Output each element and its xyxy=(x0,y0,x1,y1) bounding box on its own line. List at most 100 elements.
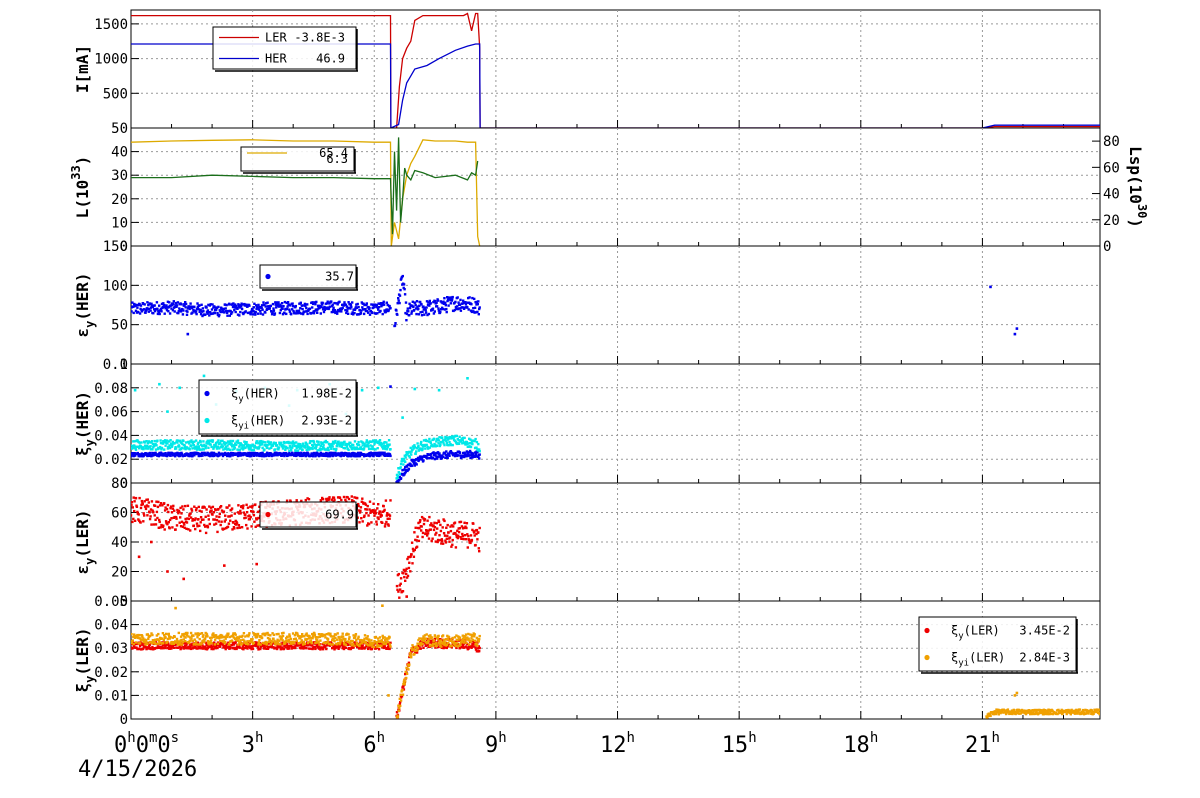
data-point xyxy=(254,503,257,506)
data-point xyxy=(167,521,170,524)
data-point xyxy=(183,444,186,447)
data-point xyxy=(312,645,315,648)
data-point xyxy=(372,641,375,645)
data-point xyxy=(447,437,451,440)
data-point xyxy=(303,302,307,306)
data-point xyxy=(160,302,164,306)
data-point xyxy=(445,646,448,650)
data-point xyxy=(159,307,163,310)
data-point xyxy=(211,303,214,306)
data-point xyxy=(244,516,247,519)
data-point xyxy=(224,514,227,517)
data-point xyxy=(321,303,324,306)
data-point xyxy=(430,455,433,458)
data-point xyxy=(461,442,464,445)
data-point xyxy=(355,303,358,306)
data-point xyxy=(193,505,196,508)
data-point xyxy=(132,446,135,449)
data-point xyxy=(415,649,419,652)
data-point xyxy=(432,528,436,532)
data-point xyxy=(321,648,325,651)
data-point xyxy=(426,532,430,535)
data-point xyxy=(288,451,291,454)
data-point xyxy=(135,303,138,307)
data-point xyxy=(344,498,347,502)
data-point xyxy=(362,441,365,444)
data-point xyxy=(398,584,401,587)
data-point xyxy=(387,646,390,649)
data-point xyxy=(446,534,449,537)
data-point xyxy=(131,639,134,642)
data-point xyxy=(409,651,412,655)
data-point xyxy=(261,313,265,316)
data-point xyxy=(293,441,296,445)
data-point xyxy=(467,453,470,456)
data-point xyxy=(360,388,364,392)
legend-entry: 65.4 xyxy=(247,146,348,160)
data-point xyxy=(243,304,246,307)
data-point xyxy=(170,511,174,514)
data-point xyxy=(366,635,369,638)
data-point xyxy=(229,645,232,648)
data-point xyxy=(210,509,213,512)
data-point xyxy=(192,524,195,527)
data-point xyxy=(335,447,338,451)
data-point xyxy=(257,641,261,644)
data-point xyxy=(210,641,213,645)
data-point xyxy=(155,500,158,503)
data-point xyxy=(993,712,996,715)
data-point xyxy=(464,525,467,528)
data-point xyxy=(333,441,337,444)
data-point xyxy=(224,307,227,310)
data-point xyxy=(321,301,324,305)
data-point xyxy=(436,299,440,302)
data-point xyxy=(318,304,322,307)
data-point xyxy=(271,311,274,314)
data-point xyxy=(285,499,289,502)
y-axis-label: ξy(LER) xyxy=(73,627,97,692)
data-point xyxy=(143,441,146,444)
data-point xyxy=(389,499,392,502)
data-point xyxy=(194,310,198,313)
data-point xyxy=(401,416,404,419)
data-point xyxy=(338,496,342,500)
data-point xyxy=(353,440,357,443)
data-point xyxy=(402,468,406,471)
data-point xyxy=(415,300,419,303)
data-point xyxy=(471,296,474,300)
data-point xyxy=(445,441,448,444)
data-point xyxy=(167,642,170,645)
data-point xyxy=(476,644,479,647)
data-point xyxy=(269,454,272,457)
data-point xyxy=(476,310,479,314)
data-point xyxy=(453,636,457,639)
data-point xyxy=(405,676,408,680)
data-point xyxy=(255,440,259,443)
data-point xyxy=(451,451,454,455)
data-point xyxy=(199,440,202,443)
data-point xyxy=(333,301,336,305)
legend-entry: 69.9 xyxy=(265,508,354,522)
data-point xyxy=(228,448,231,451)
data-point xyxy=(236,526,239,530)
data-point xyxy=(425,443,428,447)
data-point xyxy=(443,297,446,300)
data-point xyxy=(416,456,420,460)
data-point xyxy=(427,312,431,316)
data-point xyxy=(327,497,331,501)
y-tick-label: 0 xyxy=(120,357,128,373)
data-point xyxy=(251,645,254,648)
data-point xyxy=(286,301,290,304)
data-point xyxy=(299,643,302,647)
data-point xyxy=(245,646,248,649)
data-point xyxy=(365,303,368,307)
data-point xyxy=(176,508,179,512)
data-point xyxy=(326,640,329,643)
data-point xyxy=(463,455,466,459)
data-point xyxy=(188,514,191,517)
data-point xyxy=(152,443,155,446)
data-point xyxy=(475,650,479,653)
data-point xyxy=(408,314,411,317)
data-point xyxy=(473,633,476,636)
data-point xyxy=(277,632,280,636)
